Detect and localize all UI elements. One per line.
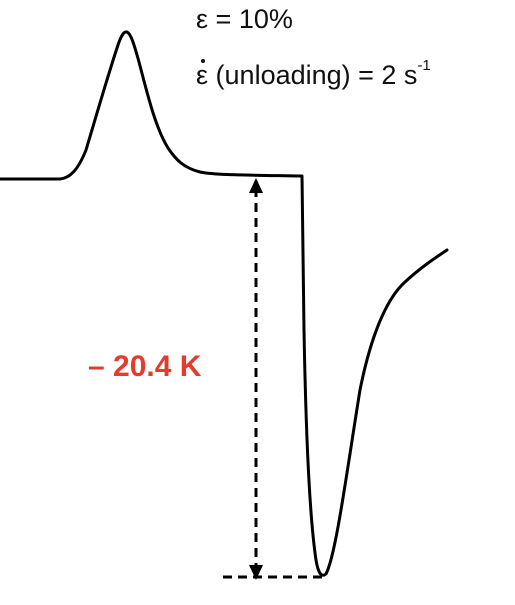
- strain-rate-label: ε (unloading) = 2 s-1: [196, 57, 431, 91]
- strain-rate-text: (unloading) = 2 s: [208, 60, 418, 90]
- dimension-arrow-up: [249, 178, 263, 193]
- dimension-arrow-down: [249, 565, 263, 580]
- strain-rate-symbol: ε: [196, 59, 209, 90]
- strain-rate-exponent: -1: [417, 57, 431, 74]
- strain-value: = 10%: [208, 4, 293, 34]
- strain-label: ε = 10%: [196, 4, 293, 35]
- temperature-curve: [0, 30, 449, 577]
- temperature-change-label: – 20.4 K: [88, 350, 202, 383]
- strain-symbol: ε: [196, 4, 209, 34]
